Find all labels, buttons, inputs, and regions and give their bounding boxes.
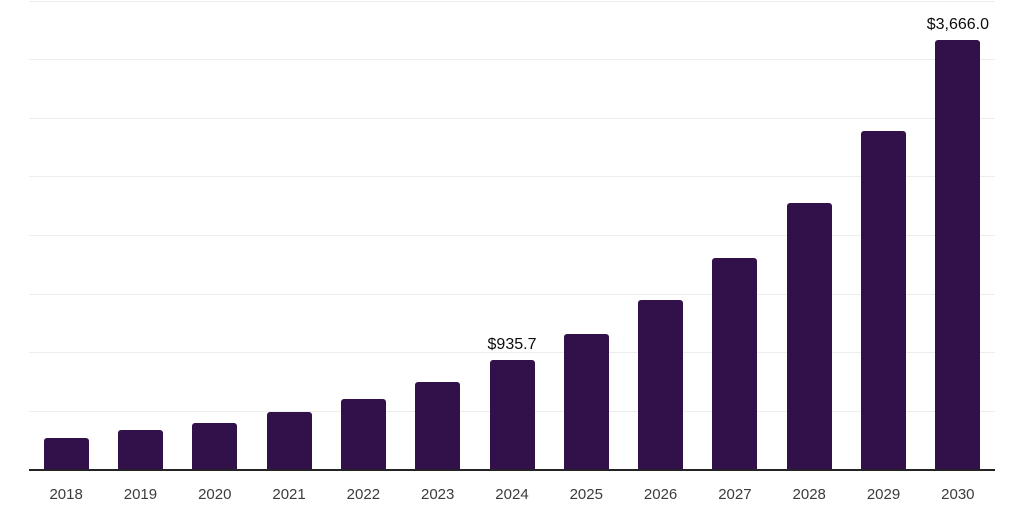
gridline-2500 xyxy=(29,176,995,178)
bar-2019 xyxy=(117,430,163,470)
x-tick-label-2026: 2026 xyxy=(643,486,678,503)
x-tick-label-2024: 2024 xyxy=(495,486,529,503)
bar-2026 xyxy=(638,300,684,470)
x-tick-label-2020: 2020 xyxy=(198,486,232,503)
x-tick-label-2030: 2030 xyxy=(941,486,975,503)
bar-2024 xyxy=(489,360,535,470)
x-tick-label-2022: 2022 xyxy=(346,486,381,503)
bar-2028 xyxy=(786,202,832,470)
gridline-1500 xyxy=(29,293,995,295)
bar-2023 xyxy=(415,382,461,470)
x-axis-line xyxy=(29,469,995,471)
value-label-2030: $3,666.0 xyxy=(926,16,989,34)
x-tick-label-2018: 2018 xyxy=(49,486,83,503)
x-tick-label-2025: 2025 xyxy=(569,486,603,503)
gridline-4000 xyxy=(29,0,995,2)
gridline-1000 xyxy=(29,352,995,354)
gridline-3500 xyxy=(29,59,995,61)
bar-2027 xyxy=(712,257,758,470)
bar-2025 xyxy=(563,333,609,470)
bar-2020 xyxy=(192,423,238,470)
bar-2021 xyxy=(266,411,312,470)
x-axis-labels: 2018 2019 2020 2021 2022 2023 2024 2025 2026 2027… xyxy=(29,484,995,506)
plot-area: $935.7 $3,666.0 xyxy=(29,0,995,471)
gridline-3000 xyxy=(29,117,995,119)
bar-2030 xyxy=(935,40,981,470)
bar-2029 xyxy=(861,130,907,470)
bar-2022 xyxy=(340,399,386,470)
x-tick-label-2029: 2029 xyxy=(866,486,901,503)
x-tick-label-2021: 2021 xyxy=(272,486,306,503)
x-tick-label-2028: 2028 xyxy=(792,486,826,503)
x-tick-label-2027: 2027 xyxy=(718,486,752,503)
gridline-2000 xyxy=(29,235,995,236)
x-tick-label-2019: 2019 xyxy=(123,486,158,503)
bar-2018 xyxy=(43,438,89,470)
value-label-2024: $935.7 xyxy=(487,336,537,354)
x-tick-label-2023: 2023 xyxy=(420,486,455,503)
